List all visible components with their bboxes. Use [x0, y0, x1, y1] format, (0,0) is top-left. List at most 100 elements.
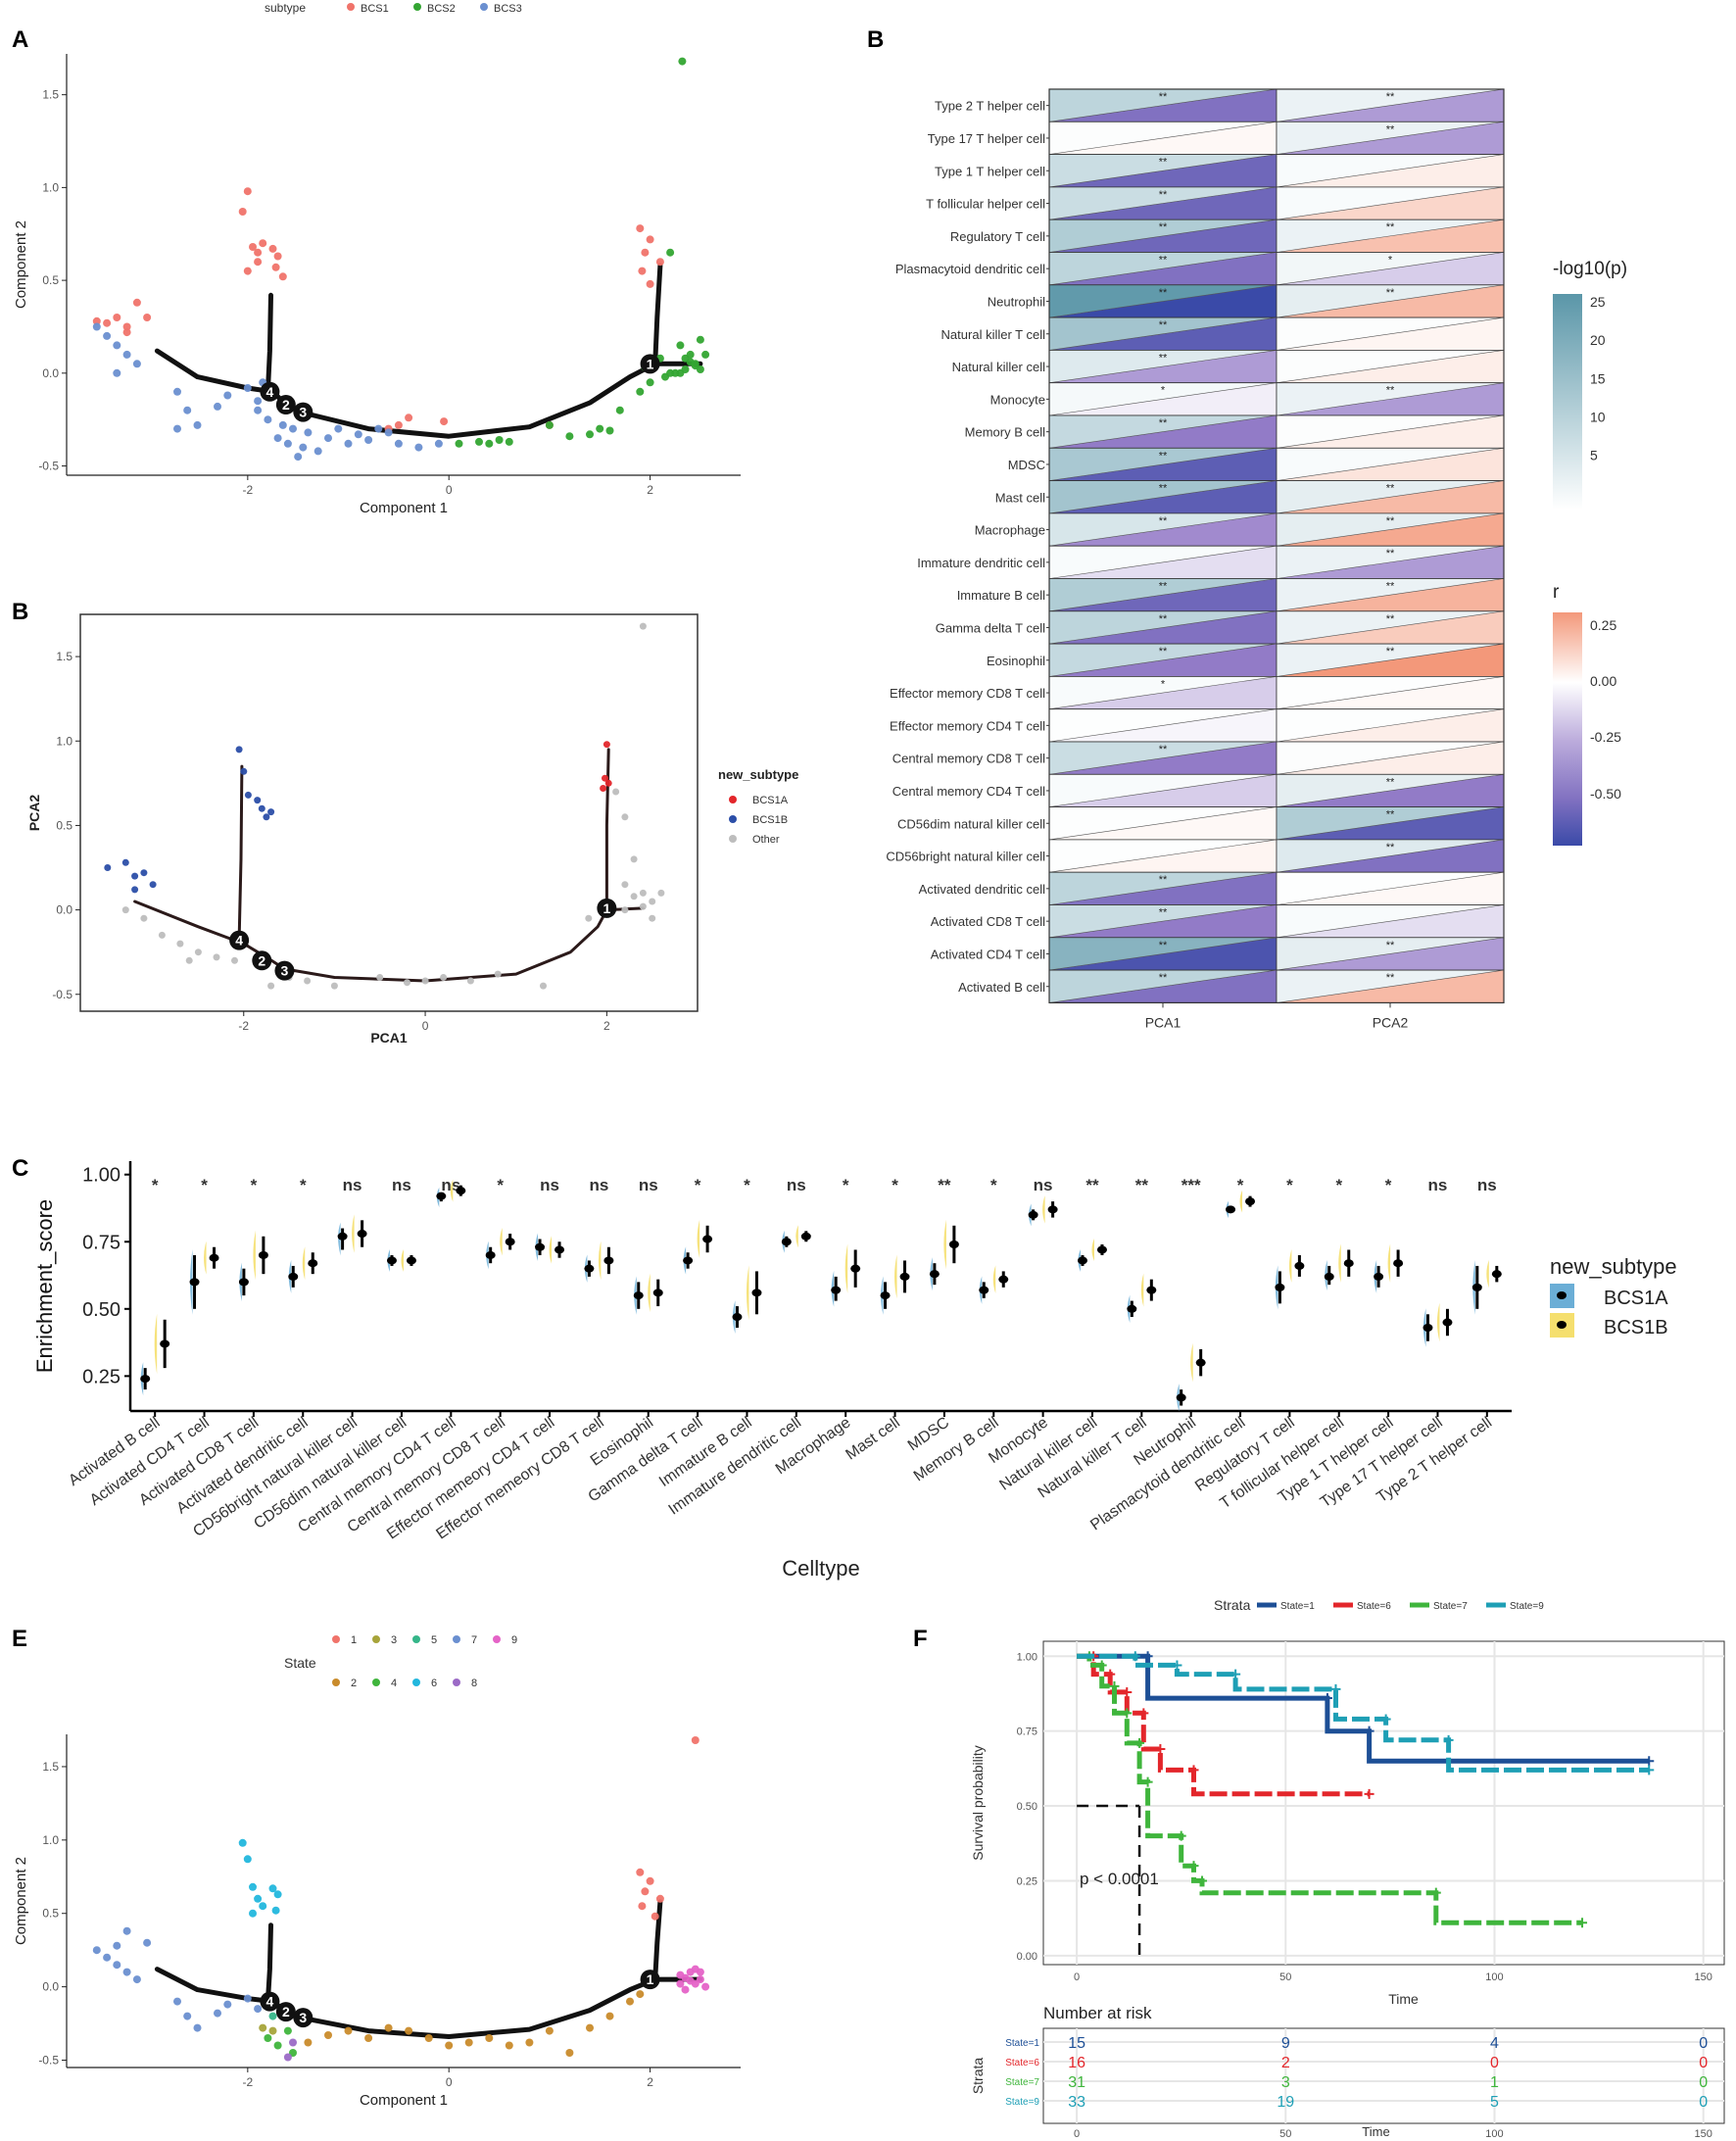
point-BCS1B [267, 808, 275, 816]
cell-diagonal [1048, 512, 1278, 547]
point-BCS3 [223, 391, 232, 400]
cell-diagonal [1276, 252, 1505, 286]
legend-a: subtype BCS1 BCS2 BCS3 [265, 1, 522, 15]
legend-label: State=7 [1433, 1601, 1468, 1612]
branch-node-label: 2 [282, 397, 290, 413]
point-Other [621, 906, 629, 914]
y-tick-label: 0.00 [1017, 1951, 1037, 1963]
panel-E: -2 0 2 -0.5 0.0 0.5 1.0 1.5 Component 1 Component… [13, 1734, 741, 2109]
point-BCS3 [243, 384, 252, 392]
point-BCS3 [122, 350, 131, 359]
legend-swatch [453, 1635, 460, 1643]
cell-significance: ** [1159, 874, 1168, 886]
cell-diagonal [1276, 871, 1505, 905]
trajectory-branch_right [652, 1899, 663, 1982]
row-label: Mast cell [995, 490, 1045, 505]
censor-mark [1176, 1830, 1186, 1841]
point-BCS1 [122, 322, 131, 331]
point-Other [376, 974, 384, 981]
branch-node-label: 4 [235, 933, 243, 949]
significance-label: ** [938, 1176, 951, 1194]
censor-mark [1142, 1776, 1153, 1787]
censor-mark [1109, 1680, 1120, 1691]
point-BCS2 [485, 439, 494, 448]
violin-bcs1b [352, 1214, 355, 1253]
cell-diagonal [1048, 708, 1278, 743]
mean-point-BCS1B [1047, 1205, 1058, 1214]
mean-point-BCS1B [751, 1289, 762, 1297]
cell-diagonal [1276, 186, 1505, 220]
point-BCS2 [681, 365, 690, 373]
point-BCS1 [440, 417, 449, 426]
point-BCS3 [254, 406, 263, 414]
cell-significance: ** [1386, 972, 1395, 984]
cell-significance: ** [1159, 91, 1168, 103]
significance-label: * [251, 1176, 258, 1194]
legend-p-tick: 10 [1590, 409, 1606, 424]
violin-bcs1b [796, 1225, 798, 1248]
mean-point-BCS1B [505, 1238, 515, 1246]
significance-label: * [744, 1176, 750, 1194]
cell-diagonal [1276, 545, 1505, 579]
risk-value: 15 [1068, 2035, 1085, 2052]
mean-point-BCS1A [288, 1272, 299, 1281]
trajectory-branch_right [604, 748, 610, 912]
cell-significance: ** [1159, 450, 1168, 462]
point-Other [630, 855, 638, 863]
row-label: Regulatory T cell [950, 229, 1045, 244]
y-tick-label: 1.0 [42, 180, 59, 194]
point-BCS2 [676, 341, 685, 350]
cell-diagonal [1276, 122, 1505, 155]
y-tick-label: 0.75 [82, 1232, 121, 1253]
point-BCS1 [143, 314, 152, 321]
significance-label: * [1385, 1176, 1392, 1194]
cell-significance: ** [1159, 907, 1168, 919]
row-label: MDSC [1008, 458, 1045, 472]
mean-point-BCS1A [831, 1286, 842, 1294]
cell-diagonal [1276, 774, 1505, 807]
point-7 [254, 2005, 263, 2014]
legend-label: BCS1A [1604, 1288, 1668, 1309]
legend-r-bar [1553, 612, 1582, 846]
legend-p-bar [1553, 294, 1582, 510]
point-BCS1 [259, 239, 267, 248]
trajectory-main [133, 900, 645, 983]
point-BCS3 [92, 322, 101, 331]
point-7 [122, 1968, 131, 1976]
risk-value: 0 [1699, 2074, 1708, 2091]
point-9 [691, 1965, 699, 1973]
cell-significance: ** [1159, 646, 1168, 657]
point-7 [243, 1994, 252, 2003]
cell-diagonal [1276, 284, 1505, 318]
censor-mark [1155, 1744, 1166, 1754]
trajectory-main [154, 1967, 658, 2039]
significance-label: * [1237, 1176, 1244, 1194]
point-BCS1 [92, 316, 101, 325]
legend-p-tick: 20 [1590, 332, 1606, 348]
point-BCS1 [278, 272, 287, 281]
trajectory-branch_left [265, 292, 273, 395]
point-BCS3 [374, 424, 383, 433]
cell-diagonal [1048, 969, 1278, 1003]
point-Other [194, 949, 202, 956]
branch-node-label: 1 [603, 900, 610, 916]
risk-value: 0 [1699, 2035, 1708, 2052]
x-tick-label: -2 [238, 1019, 249, 1033]
y-tick-label: 0.0 [42, 366, 59, 380]
mean-point-BCS1B [652, 1289, 663, 1297]
x-tick-label: Memory B cell [911, 1414, 1002, 1484]
point-6 [249, 1882, 257, 1891]
point-BCS1 [254, 248, 263, 257]
point-BCS1 [405, 414, 413, 422]
x-axis-label: Component 1 [360, 2092, 448, 2109]
legend-title: Strata [1214, 1597, 1251, 1613]
censor-mark [1322, 1693, 1332, 1704]
censor-mark [1122, 1686, 1133, 1697]
legend-swatch [480, 3, 488, 11]
cell-diagonal [1048, 741, 1278, 775]
panel-A: -2 0 2 -0.5 0.0 0.5 1.0 1.5 Component 1 Component… [13, 54, 741, 516]
cell-diagonal [1048, 937, 1278, 971]
panel-label-f: F [913, 1626, 928, 1652]
row-label: CD56bright natural killer cell [886, 850, 1045, 864]
point-2 [464, 2038, 473, 2047]
